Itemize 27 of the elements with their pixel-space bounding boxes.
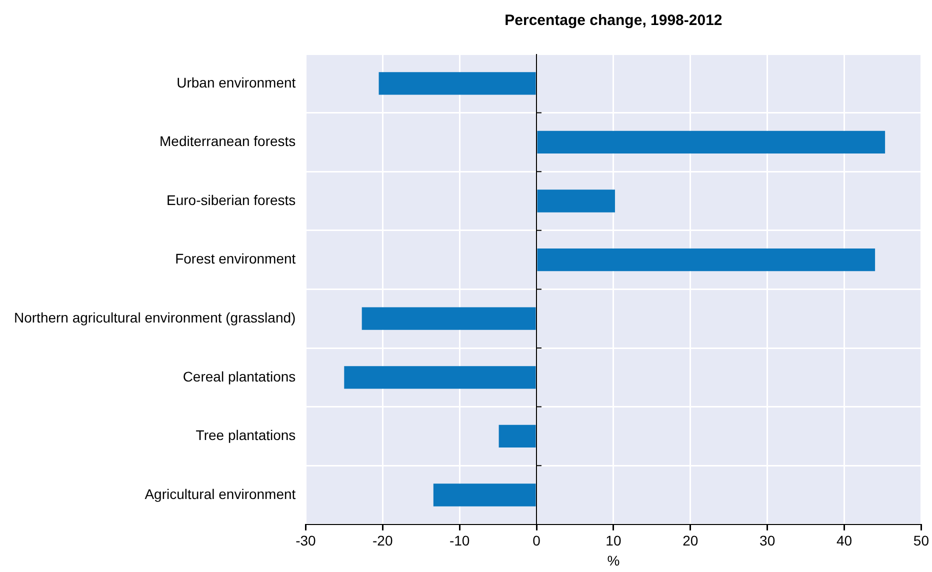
y-tick-label: Mediterranean forests — [159, 133, 296, 150]
bar — [344, 366, 536, 389]
y-tick-label: Urban environment — [176, 74, 296, 90]
x-tick-label: -30 — [296, 532, 316, 549]
y-tick-label: Tree plantations — [196, 427, 296, 444]
bar — [433, 484, 536, 506]
y-tick-label: Cereal plantations — [182, 368, 296, 384]
x-tick-label: 50 — [913, 532, 930, 549]
y-tick-label: Agricultural environment — [144, 486, 296, 502]
y-tick-label: Euro-siberian forests — [166, 192, 296, 208]
bar — [362, 307, 536, 330]
bar — [537, 190, 615, 212]
bar — [537, 130, 886, 154]
chart-title: Percentage change, 1998-2012 — [504, 12, 722, 30]
bar — [498, 424, 536, 448]
bar — [537, 248, 876, 272]
x-tick-label: -20 — [372, 532, 393, 549]
x-tick-label: 20 — [682, 532, 698, 549]
x-tick-label: 30 — [760, 532, 776, 549]
x-tick-label: 0 — [532, 532, 541, 549]
y-tick-label: Forest environment — [175, 250, 296, 267]
x-tick-label: 40 — [836, 532, 852, 549]
x-tick-label: 10 — [606, 532, 622, 549]
x-axis-title: % — [607, 552, 620, 568]
bar — [378, 72, 536, 95]
y-tick-label: Northern agricultural environment (grassland) — [14, 309, 296, 326]
x-tick-label: -10 — [449, 532, 470, 549]
